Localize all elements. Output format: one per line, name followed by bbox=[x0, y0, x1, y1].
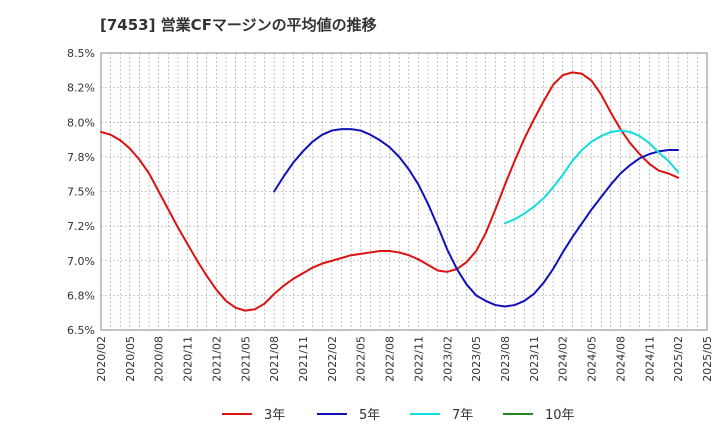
x-tick-label: 2024/11 bbox=[643, 336, 656, 382]
x-tick-label: 2021/05 bbox=[239, 336, 252, 382]
legend-label-0: 3年 bbox=[264, 408, 285, 423]
series-line-2 bbox=[504, 129, 680, 225]
series-line-1 bbox=[273, 128, 680, 308]
x-tick-label: 2023/02 bbox=[441, 336, 454, 382]
legend-label-1: 5年 bbox=[359, 408, 380, 423]
x-tick-label: 2020/02 bbox=[95, 336, 108, 382]
y-tick-label: 7.8% bbox=[67, 151, 95, 164]
x-tick-label: 2020/11 bbox=[182, 336, 195, 382]
x-tick-label: 2024/08 bbox=[614, 336, 627, 382]
grid bbox=[100, 52, 708, 331]
x-tick-label: 2022/11 bbox=[412, 336, 425, 382]
y-tick-label: 8.2% bbox=[67, 82, 95, 95]
x-tick-label: 2024/05 bbox=[586, 336, 599, 382]
plot-area bbox=[100, 52, 708, 331]
axes: 6.5% 6.8% 7.0% 7.2% 7.5% 7.8% 8.0% 8.2% 8.5% 2020… bbox=[67, 47, 714, 382]
x-tick-label: 2023/11 bbox=[528, 336, 541, 382]
legend-label-3: 10年 bbox=[545, 408, 575, 423]
x-tick-label: 2023/05 bbox=[470, 336, 483, 382]
y-tick-label: 8.0% bbox=[67, 116, 95, 129]
x-tick-label: 2020/08 bbox=[153, 336, 166, 382]
legend: 3年 5年 7年 10年 bbox=[222, 408, 575, 423]
x-tick-label: 2021/08 bbox=[268, 336, 281, 382]
y-tick-label: 7.2% bbox=[67, 220, 95, 233]
x-tick-label: 2023/08 bbox=[499, 336, 512, 382]
x-tick-label: 2025/05 bbox=[701, 336, 714, 382]
y-tick-label: 6.8% bbox=[67, 289, 95, 302]
x-tick-label: 2024/02 bbox=[557, 336, 570, 382]
y-tick-label: 7.0% bbox=[67, 255, 95, 268]
x-tick-label: 2021/02 bbox=[210, 336, 223, 382]
legend-label-2: 7年 bbox=[452, 408, 473, 423]
x-tick-label: 2022/08 bbox=[384, 336, 397, 382]
series-line-0 bbox=[100, 71, 680, 312]
y-tick-label: 7.5% bbox=[67, 186, 95, 199]
series-lines bbox=[100, 71, 680, 312]
y-tick-label: 6.5% bbox=[67, 324, 95, 337]
chart-title: [7453] 営業CFマージンの平均値の推移 bbox=[100, 16, 377, 34]
x-tick-label: 2021/11 bbox=[297, 336, 310, 382]
x-tick-label: 2022/05 bbox=[355, 336, 368, 382]
x-tick-label: 2025/02 bbox=[672, 336, 685, 382]
x-tick-label: 2020/05 bbox=[124, 336, 137, 382]
y-tick-label: 8.5% bbox=[67, 47, 95, 60]
x-tick-label: 2022/02 bbox=[326, 336, 339, 382]
